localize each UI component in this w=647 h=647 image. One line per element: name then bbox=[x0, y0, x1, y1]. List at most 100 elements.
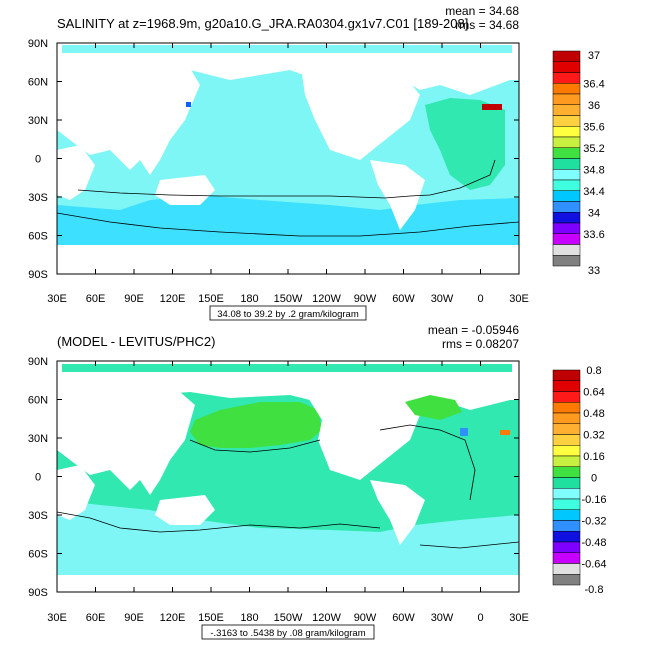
top-xtick-6: 150W bbox=[274, 293, 303, 305]
top-colorbar-swatch bbox=[552, 93, 581, 105]
top-colorbar-swatch bbox=[552, 83, 581, 95]
bottom-colorbar-label: -0.16 bbox=[581, 494, 606, 506]
bottom-colorbar-swatch bbox=[552, 412, 581, 424]
bottom-contour-2 bbox=[379, 424, 476, 501]
top-xtick-2: 90E bbox=[124, 293, 144, 305]
bottom-blue-mark bbox=[460, 428, 468, 436]
top-xtick-10: 30W bbox=[431, 293, 454, 305]
top-colorbar-swatch bbox=[552, 233, 581, 245]
bottom-colorbar-label: -0.48 bbox=[581, 537, 606, 549]
bottom-ytick-3: 0 bbox=[35, 472, 41, 484]
top-contour-atlantic bbox=[409, 159, 496, 197]
bottom-colorbar-label: -0.8 bbox=[585, 584, 604, 596]
top-panel: SALINITY at z=1968.9m, g20a10.G_JRA.RA03… bbox=[28, 4, 605, 321]
top-ytick-2: 30N bbox=[28, 115, 48, 127]
top-range-label: 34.08 to 39.2 by .2 gram/kilogram bbox=[217, 309, 359, 320]
bottom-colorbar-swatch bbox=[552, 434, 581, 446]
top-rms: rms = 34.68 bbox=[455, 18, 519, 32]
top-continent-australia bbox=[155, 175, 215, 205]
bottom-xtick-10: 30W bbox=[431, 612, 454, 624]
top-colorbar-label: 35.6 bbox=[583, 121, 604, 133]
top-colorbar-swatch bbox=[552, 104, 581, 116]
top-xtick-8: 90W bbox=[354, 293, 377, 305]
bottom-ytick-0: 90N bbox=[28, 356, 48, 368]
top-colorbar-swatch bbox=[552, 201, 581, 213]
top-ytick-1: 60N bbox=[28, 77, 48, 89]
top-colorbar-swatch bbox=[552, 115, 581, 127]
top-continent-northamerica bbox=[300, 60, 420, 160]
top-colorbar-swatch bbox=[552, 72, 581, 84]
top-redsea-mark bbox=[186, 102, 191, 107]
top-colorbar-label: 34.4 bbox=[583, 186, 604, 198]
bottom-greenland-region bbox=[405, 395, 462, 420]
bottom-rms: rms = 0.08207 bbox=[442, 337, 519, 351]
top-mean: mean = 34.68 bbox=[445, 4, 519, 18]
bottom-colorbar-swatch bbox=[552, 509, 581, 521]
bottom-colorbar-swatch bbox=[552, 380, 581, 392]
bottom-colorbar-label: -0.64 bbox=[581, 559, 606, 571]
bottom-xtick-5: 180 bbox=[240, 612, 258, 624]
bottom-arctic-strip bbox=[62, 364, 512, 372]
top-colorbar-label: 36.4 bbox=[583, 78, 604, 90]
bottom-continent-eurasia bbox=[57, 392, 195, 495]
top-continent-eurasia bbox=[57, 68, 200, 175]
bottom-colorbar-label: 0 bbox=[591, 473, 597, 485]
top-continent-antarctica bbox=[57, 245, 519, 274]
bottom-xtick-9: 60W bbox=[392, 612, 415, 624]
bottom-ytick-6: 90S bbox=[28, 587, 48, 599]
bottom-continent-northamerica bbox=[300, 385, 420, 480]
top-colorbar-swatch bbox=[552, 158, 581, 170]
bottom-colorbar-swatch bbox=[552, 498, 581, 510]
bottom-colorbar-label: -0.32 bbox=[581, 516, 606, 528]
bottom-colorbar-swatch bbox=[552, 455, 581, 467]
top-colorbar-swatch bbox=[552, 179, 581, 191]
bottom-xtick-8: 90W bbox=[354, 612, 377, 624]
top-colorbar-label: 33.6 bbox=[583, 229, 604, 241]
bottom-ytick-4: 30S bbox=[28, 510, 48, 522]
bottom-colorbar-swatch bbox=[552, 488, 581, 500]
top-colorbar-label: 33 bbox=[588, 265, 600, 277]
top-xtick-9: 60W bbox=[392, 293, 415, 305]
bottom-contour-1 bbox=[57, 511, 381, 533]
top-xtick-7: 120W bbox=[312, 293, 341, 305]
bottom-colorbar-swatch bbox=[552, 423, 581, 435]
bottom-colorbar-swatch bbox=[552, 541, 581, 553]
top-colorbar-swatch bbox=[552, 147, 581, 159]
top-title: SALINITY at z=1968.9m, g20a10.G_JRA.RA03… bbox=[57, 16, 468, 31]
top-contour-south bbox=[57, 212, 519, 237]
top-colorbar-swatch bbox=[552, 222, 581, 234]
top-ytick-6: 90S bbox=[28, 269, 48, 281]
bottom-xtick-2: 90E bbox=[124, 612, 144, 624]
top-contour-north bbox=[77, 189, 411, 199]
top-colorbar-swatch bbox=[552, 212, 581, 224]
top-continent-southamerica bbox=[370, 160, 425, 230]
bottom-colorbar-label: 0.16 bbox=[583, 451, 604, 463]
top-ytick-5: 60S bbox=[28, 231, 48, 243]
bottom-xtick-3: 120E bbox=[160, 612, 186, 624]
bottom-colorbar-swatch bbox=[552, 563, 581, 575]
bottom-colorbar-label: 0.32 bbox=[583, 430, 604, 442]
top-colorbar-swatch bbox=[552, 244, 581, 256]
bottom-colorbar-swatch bbox=[552, 520, 581, 532]
bottom-colorbar-label: 0.48 bbox=[583, 408, 604, 420]
top-colorbar-swatch bbox=[552, 255, 581, 267]
top-ytick-0: 90N bbox=[28, 38, 48, 50]
bottom-ytick-2: 30N bbox=[28, 433, 48, 445]
bottom-continent-africa bbox=[57, 465, 95, 520]
bottom-colorbar-label: 0.8 bbox=[586, 365, 601, 377]
bottom-colorbar-swatch bbox=[552, 574, 581, 586]
bottom-range-box bbox=[201, 624, 375, 640]
top-xtick-1: 60E bbox=[86, 293, 106, 305]
bottom-colorbar-swatch bbox=[552, 391, 581, 403]
top-continent-africa bbox=[57, 145, 95, 200]
bottom-colorbar-swatch bbox=[552, 466, 581, 478]
bottom-colorbar-label: 0.64 bbox=[583, 387, 604, 399]
top-colorbar-swatch bbox=[552, 136, 581, 148]
bottom-contour-3 bbox=[189, 439, 321, 453]
top-ytick-3: 0 bbox=[35, 154, 41, 166]
top-colorbar-label: 36 bbox=[588, 100, 600, 112]
bottom-colorbar-swatch bbox=[552, 402, 581, 414]
bottom-continent-australia bbox=[155, 495, 215, 525]
top-xtick-5: 180 bbox=[240, 293, 258, 305]
